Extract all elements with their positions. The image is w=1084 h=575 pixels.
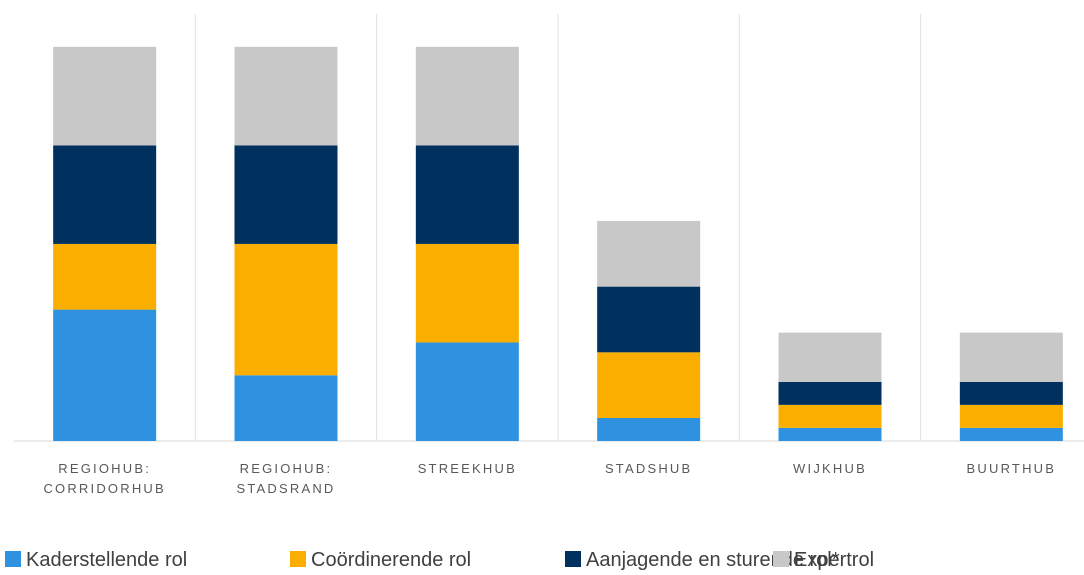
bar-segment	[415, 46, 519, 146]
bar-segment	[53, 243, 157, 310]
x-tick-line: WIJKHUB	[793, 461, 867, 476]
bar-segment	[778, 404, 882, 428]
x-tick-label: WIJKHUB	[793, 461, 867, 476]
x-tick-line: CORRIDORHUB	[43, 481, 165, 496]
legend-swatch	[290, 551, 306, 567]
x-tick-line: STREEKHUB	[418, 461, 517, 476]
bar-segment	[959, 404, 1063, 428]
x-tick-label: STADSHUB	[605, 461, 692, 476]
legend-swatch	[5, 551, 21, 567]
x-tick-label: STREEKHUB	[418, 461, 517, 476]
bar-segment	[53, 145, 157, 244]
bar-segment	[415, 145, 519, 244]
bar-segment	[415, 342, 519, 441]
bar-segment	[597, 220, 701, 287]
bar-segment	[597, 418, 701, 441]
legend-label: Kaderstellende rol	[26, 549, 187, 571]
x-tick-label: REGIOHUB: STADSRAND	[236, 461, 335, 496]
x-tick-line: REGIOHUB:	[58, 461, 151, 476]
bar-segment	[778, 427, 882, 441]
x-tick-line: REGIOHUB:	[240, 461, 333, 476]
bar-segment	[597, 352, 701, 419]
bar-segment	[53, 309, 157, 441]
bar-segment	[415, 243, 519, 343]
bar-segment	[234, 46, 338, 146]
bar-segment	[234, 243, 338, 376]
bar-segment	[959, 332, 1063, 382]
bar-segment	[959, 381, 1063, 405]
legend-label: Expertrol	[794, 549, 874, 571]
bar-segment	[959, 427, 1063, 441]
x-tick-label: REGIOHUB: CORRIDORHUB	[43, 461, 165, 496]
legend-swatch	[565, 551, 581, 567]
x-tick-line: BUURTHUB	[967, 461, 1057, 476]
bar-segment	[234, 375, 338, 441]
legend-label: Coördinerende rol	[311, 549, 471, 571]
bar-segment	[597, 286, 701, 353]
x-tick-label: BUURTHUB	[967, 461, 1057, 476]
x-tick-line: STADSHUB	[605, 461, 692, 476]
bar-segment	[778, 381, 882, 405]
legend-swatch	[773, 551, 789, 567]
bar-segment	[778, 332, 882, 382]
bar-segment	[234, 145, 338, 244]
bar-segment	[53, 46, 157, 146]
x-tick-line: STADSRAND	[236, 481, 335, 496]
